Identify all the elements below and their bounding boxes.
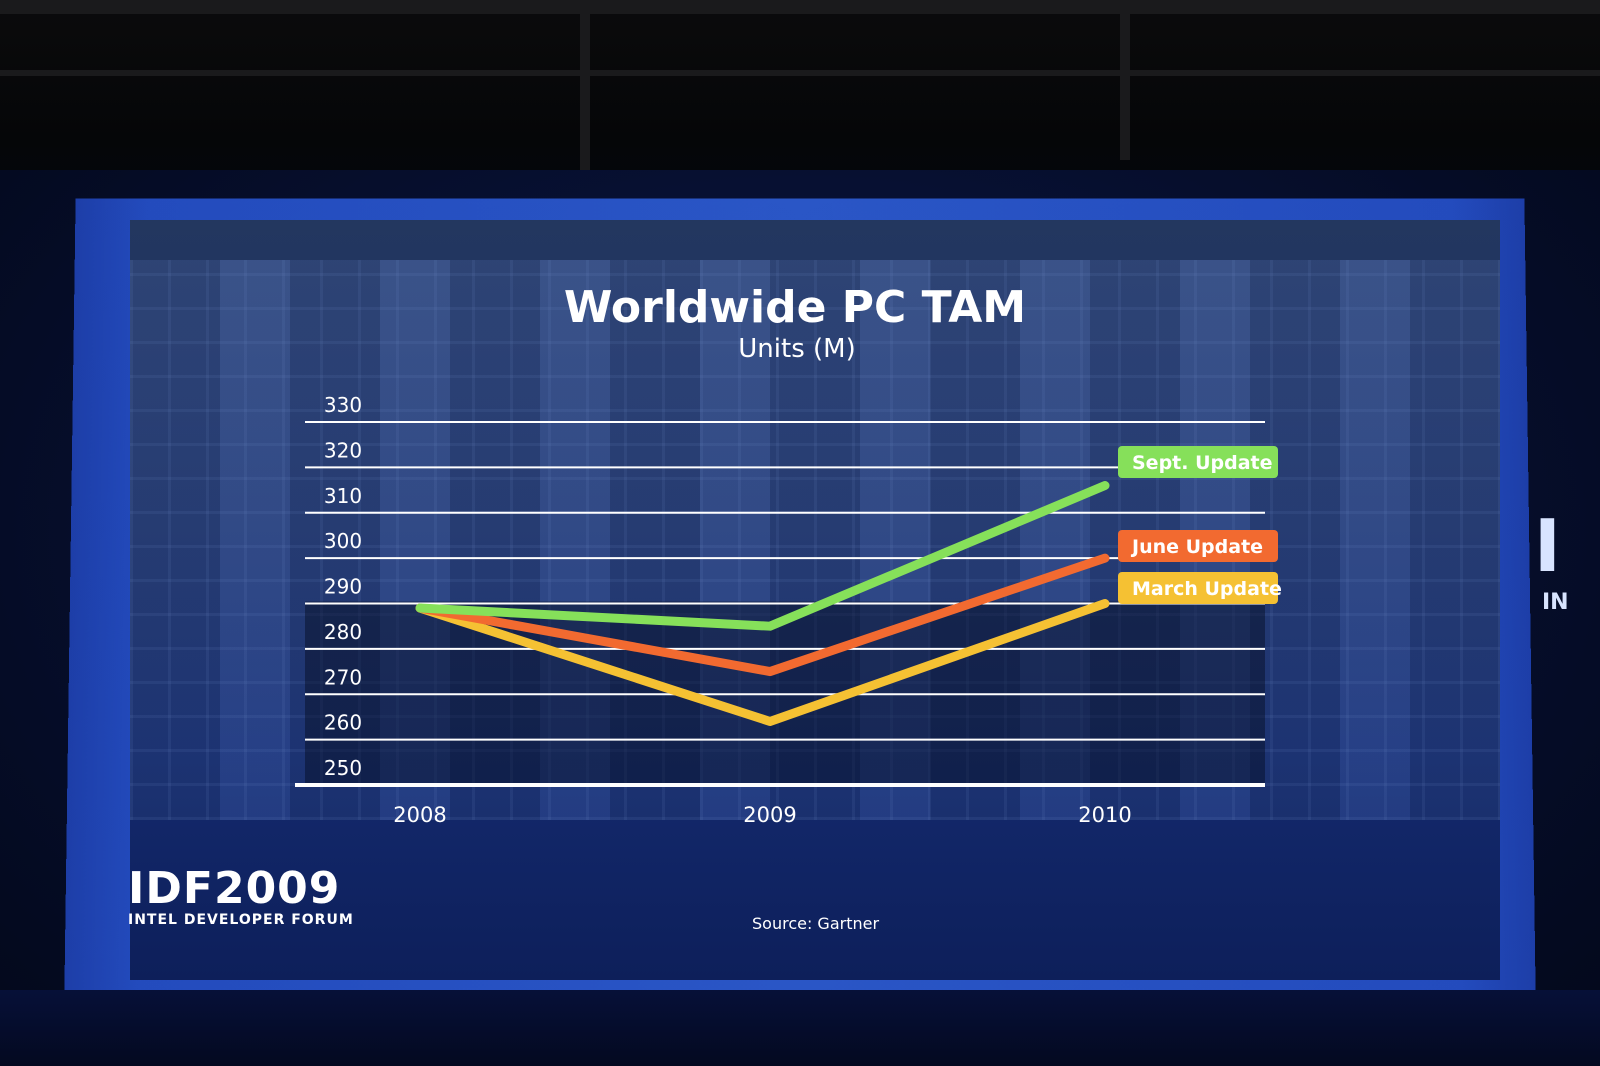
legend-swatch bbox=[1118, 446, 1278, 478]
chart-grid bbox=[295, 421, 1265, 787]
y-tick-label: 330 bbox=[324, 393, 362, 417]
y-tick-label: 290 bbox=[324, 575, 362, 599]
y-tick-label: 260 bbox=[324, 711, 362, 735]
y-tick-label: 310 bbox=[324, 484, 362, 508]
idf-logo: IDF2009 INTEL DEVELOPER FORUM bbox=[128, 863, 354, 929]
y-tick-label: 250 bbox=[324, 756, 362, 780]
source-note: Source: Gartner bbox=[752, 914, 880, 933]
stage-floor bbox=[0, 990, 1600, 1066]
side-screen: I IN bbox=[1520, 470, 1600, 650]
ceiling-truss bbox=[0, 70, 1600, 76]
series-lines bbox=[415, 481, 1110, 726]
chart-subtitle: Units (M) bbox=[738, 334, 855, 364]
side-screen-small: IN bbox=[1542, 590, 1569, 615]
side-screen-big: I bbox=[1534, 504, 1561, 588]
legend-swatch bbox=[1118, 530, 1278, 562]
idf-logo-name: IDF2009 bbox=[128, 863, 341, 914]
legend-label: Sept. Update bbox=[1132, 452, 1273, 474]
y-tick-label: 270 bbox=[324, 665, 362, 689]
ceiling bbox=[0, 0, 1600, 200]
idf-logo-tagline: INTEL DEVELOPER FORUM bbox=[128, 912, 354, 928]
chart-title: Worldwide PC TAM bbox=[564, 282, 1026, 333]
y-tick-label: 280 bbox=[324, 620, 362, 644]
x-tick-label: 2010 bbox=[1078, 803, 1131, 827]
series-line bbox=[415, 553, 1110, 677]
y-tick-label: 320 bbox=[324, 438, 362, 462]
legend-label: March Update bbox=[1132, 578, 1282, 600]
ceiling-truss bbox=[1120, 0, 1130, 160]
series-line bbox=[415, 481, 1110, 631]
x-tick-label: 2008 bbox=[393, 803, 446, 827]
x-tick-label: 2009 bbox=[743, 803, 796, 827]
ceiling-truss bbox=[0, 0, 1600, 14]
series-line bbox=[415, 599, 1110, 726]
legend-swatch bbox=[1118, 572, 1278, 604]
ceiling-truss bbox=[580, 0, 590, 190]
y-tick-label: 300 bbox=[324, 529, 362, 553]
x-tick-labels: 2008 2009 2010 bbox=[393, 803, 1131, 827]
y-tick-labels: 250 260 270 280 290 300 310 320 330 bbox=[324, 393, 362, 780]
legend-label: June Update bbox=[1130, 536, 1263, 558]
legend: March Update June Update Sept. Update bbox=[1118, 446, 1282, 604]
